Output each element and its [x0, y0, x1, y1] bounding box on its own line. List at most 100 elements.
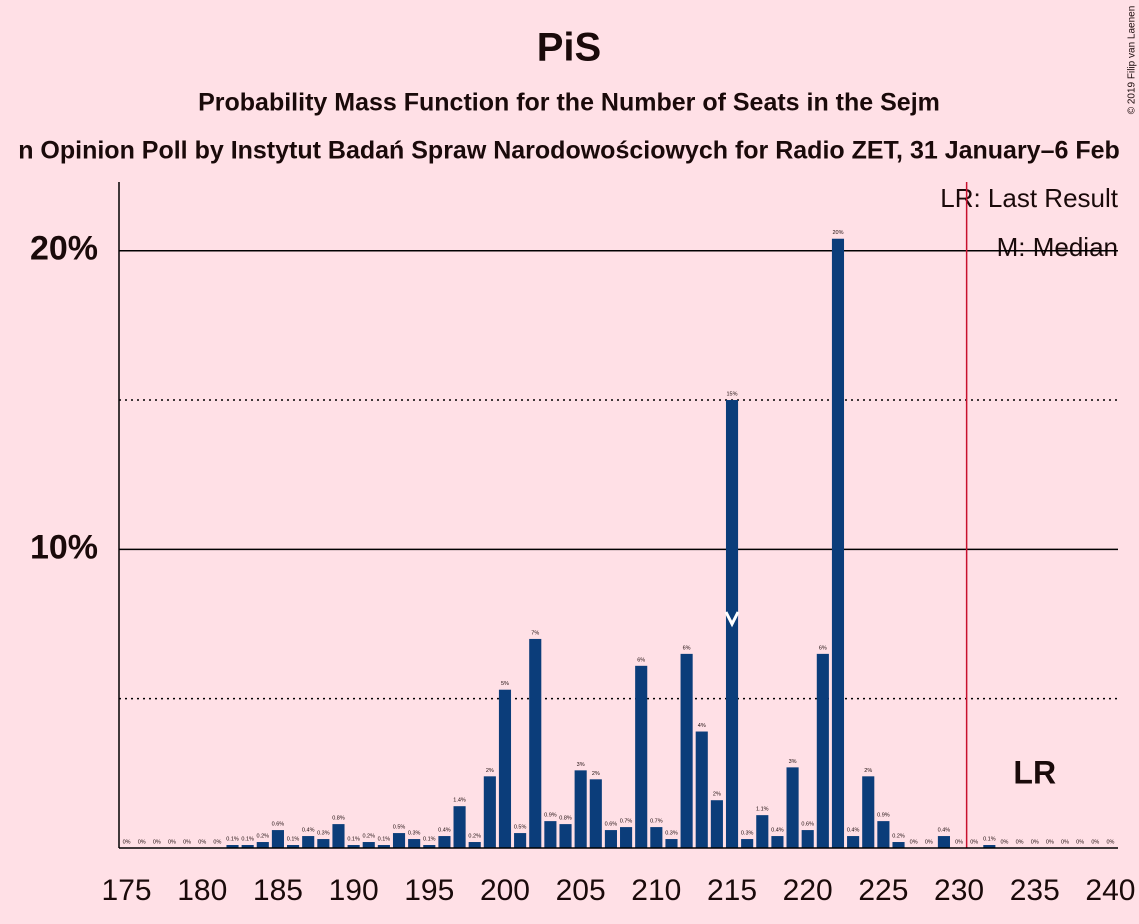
value-label: 0.1%: [241, 836, 254, 842]
x-tick-label: 235: [1010, 874, 1060, 907]
bar: [317, 839, 330, 848]
value-label: 0.1%: [378, 836, 391, 842]
y-tick-label: 10%: [30, 528, 98, 566]
value-label: 0.1%: [347, 836, 360, 842]
bar: [877, 821, 890, 848]
bar: [483, 776, 496, 848]
value-label: 2%: [486, 768, 494, 774]
x-tick-label: 190: [329, 874, 379, 907]
x-tick-label: 220: [783, 874, 833, 907]
value-label: 0.8%: [559, 816, 572, 822]
x-tick-label: 195: [404, 874, 454, 907]
x-tick-label: 200: [480, 874, 530, 907]
value-label: 2%: [713, 792, 721, 798]
value-label: 0.5%: [393, 825, 406, 831]
value-label: 1.1%: [756, 807, 769, 813]
value-label: 0%: [1046, 839, 1054, 845]
value-label: 0%: [955, 839, 963, 845]
value-label: 0.2%: [257, 833, 270, 839]
value-label: 0.7%: [650, 819, 663, 825]
bar: [347, 845, 360, 848]
legend-entry: M: Median: [997, 232, 1118, 262]
bar: [847, 836, 860, 848]
bar: [271, 830, 284, 848]
value-label: 0.9%: [877, 813, 890, 819]
bar: [741, 839, 754, 848]
value-label: 0.7%: [620, 819, 633, 825]
x-tick-label: 215: [707, 874, 757, 907]
bar: [332, 824, 345, 848]
value-label: 7%: [531, 630, 539, 636]
bar: [604, 830, 617, 848]
bar: [650, 827, 663, 848]
value-label: 0.5%: [514, 825, 527, 831]
value-label: 0.3%: [741, 830, 754, 836]
value-label: 0.1%: [983, 836, 996, 842]
bar: [983, 845, 996, 848]
value-label: 0%: [153, 839, 161, 845]
x-tick-label: 225: [858, 874, 908, 907]
bar: [665, 839, 678, 848]
x-tick-label: 175: [102, 874, 152, 907]
bar: [241, 845, 254, 848]
chart-title: PiS: [537, 26, 601, 70]
bar: [574, 770, 587, 848]
value-label: 0.2%: [892, 833, 905, 839]
x-tick-label: 210: [631, 874, 681, 907]
y-tick-label: 20%: [30, 230, 98, 268]
value-label: 0.2%: [468, 833, 481, 839]
bar: [786, 767, 799, 848]
x-tick-label: 185: [253, 874, 303, 907]
bar: [423, 845, 436, 848]
bar: [362, 842, 375, 848]
value-label: 0.1%: [226, 836, 239, 842]
legend-entry: LR: Last Result: [940, 183, 1119, 213]
bar: [544, 821, 557, 848]
bar: [831, 238, 845, 849]
median-marker: [724, 611, 740, 628]
value-label: 0%: [910, 839, 918, 845]
value-label: 6%: [683, 645, 691, 651]
chart-caption: n Opinion Poll by Instytut Badań Spraw N…: [18, 137, 1120, 165]
bar: [816, 653, 829, 848]
bar: [559, 824, 572, 848]
bar: [620, 827, 633, 848]
bar: [514, 833, 527, 848]
value-label: 0%: [183, 839, 191, 845]
value-label: 0.4%: [438, 828, 451, 834]
value-label: 0%: [1001, 839, 1009, 845]
bar: [529, 638, 542, 848]
value-label: 20%: [832, 230, 843, 236]
value-label: 0%: [1091, 839, 1099, 845]
value-label: 0.4%: [771, 828, 784, 834]
bar: [226, 845, 239, 848]
value-label: 6%: [819, 645, 827, 651]
value-label: 0%: [970, 839, 978, 845]
value-label: 0.4%: [938, 828, 951, 834]
value-label: 0%: [925, 839, 933, 845]
value-label: 0.9%: [544, 813, 557, 819]
value-label: 0%: [123, 839, 131, 845]
value-label: 0%: [1061, 839, 1069, 845]
value-label: 0%: [1016, 839, 1024, 845]
bar: [771, 836, 784, 848]
chart-subtitle: Probability Mass Function for the Number…: [198, 89, 940, 117]
value-label: 0%: [198, 839, 206, 845]
value-label: 2%: [592, 771, 600, 777]
bar: [635, 665, 648, 848]
value-label: 0.1%: [287, 836, 300, 842]
bar: [937, 836, 950, 848]
bar: [756, 815, 769, 848]
value-label: 0%: [1106, 839, 1114, 845]
bar: [862, 776, 875, 848]
x-tick-label: 180: [177, 874, 227, 907]
bar: [302, 836, 315, 848]
bar: [498, 689, 512, 848]
value-label: 0.3%: [408, 830, 421, 836]
copyright: © 2019 Filip van Laenen: [1127, 6, 1138, 115]
value-label: 2%: [864, 768, 872, 774]
value-label: 5%: [501, 681, 509, 687]
bar: [287, 845, 300, 848]
value-label: 0.8%: [332, 816, 345, 822]
